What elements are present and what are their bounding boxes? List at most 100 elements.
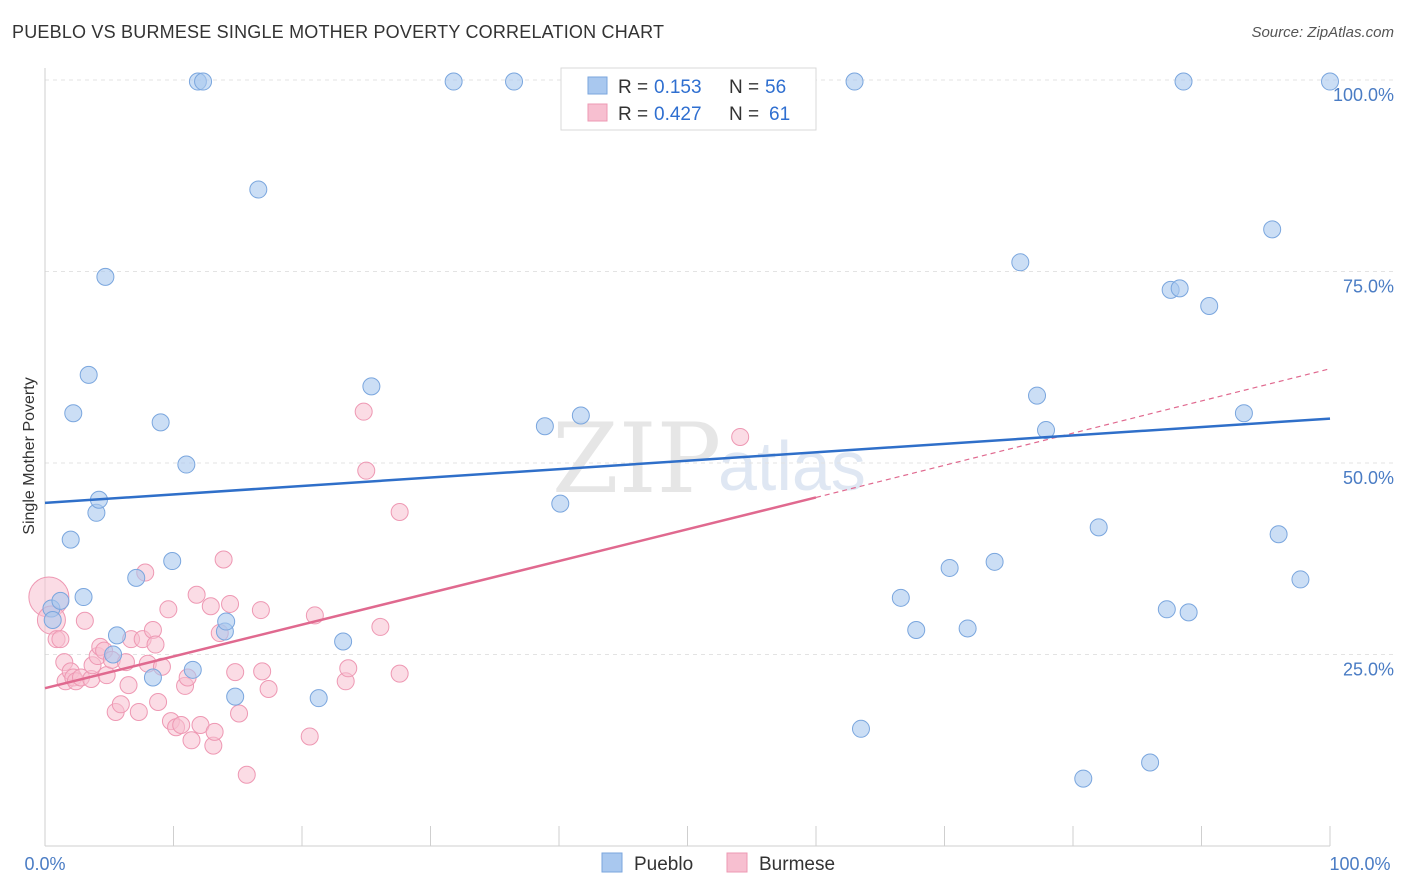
pueblo-point [1089, 518, 1108, 537]
burmese-point [230, 704, 249, 723]
burmese-point [75, 611, 94, 630]
pueblo-point [551, 494, 570, 513]
pueblo-bottom-swatch [601, 852, 623, 873]
pueblo-point [183, 660, 202, 679]
burmese-point [51, 630, 70, 649]
burmese-r-value: 0.427 [654, 104, 702, 125]
chart-title: PUEBLO VS BURMESE SINGLE MOTHER POVERTY … [12, 22, 665, 42]
stats-legend: R = 0.153 N = 56 R = 0.427 N = 61 [560, 67, 817, 131]
y-tick-label-50: 50.0% [1343, 468, 1394, 488]
pueblo-point [940, 558, 959, 577]
pueblo-legend-swatch [587, 76, 608, 95]
x-tick-label-left: 0.0% [24, 854, 65, 874]
y-axis-tick-labels: 25.0% 50.0% 75.0% 100.0% [1333, 85, 1394, 680]
burmese-point [339, 659, 358, 678]
burmese-point [187, 585, 206, 604]
pueblo-point [163, 552, 182, 571]
pueblo-point [1234, 404, 1253, 423]
burmese-point [390, 503, 409, 522]
burmese-point [182, 731, 201, 750]
burmese-point [731, 427, 750, 446]
pueblo-trend-line [44, 417, 1331, 505]
pueblo-point [1200, 296, 1219, 315]
pueblo-point [64, 404, 83, 423]
pueblo-point [891, 588, 910, 607]
pueblo-point [249, 180, 268, 199]
burmese-point [119, 676, 138, 695]
pueblo-point [51, 591, 70, 610]
burmese-point [357, 461, 376, 480]
source-label: Source: ZipAtlas.com [1251, 24, 1394, 41]
y-tick-label-75: 75.0% [1343, 277, 1394, 297]
burmese-point [149, 692, 168, 711]
pueblo-point [571, 406, 590, 425]
pueblo-point [1074, 769, 1093, 788]
pueblo-point [1170, 279, 1189, 298]
pueblo-point [151, 413, 170, 432]
pueblo-series [42, 72, 1339, 788]
burmese-point [201, 597, 220, 616]
pueblo-point [107, 626, 126, 645]
x-axis-ticks [44, 826, 1331, 846]
pueblo-point [1028, 386, 1047, 405]
pueblo-point [309, 689, 328, 708]
burmese-point [172, 715, 191, 734]
pueblo-point [845, 72, 864, 91]
y-tick-label-100: 100.0% [1333, 85, 1394, 105]
pueblo-point [177, 455, 196, 474]
pueblo-point [958, 619, 977, 638]
pueblo-point [1011, 253, 1030, 272]
burmese-point [300, 727, 319, 746]
pueblo-point [851, 719, 870, 738]
pueblo-point [1263, 220, 1282, 239]
burmese-n-label: N = [729, 104, 759, 125]
burmese-point [159, 600, 178, 619]
pueblo-r-value: 0.153 [654, 77, 702, 98]
burmese-n-value: 61 [769, 104, 790, 125]
burmese-point [371, 617, 390, 636]
burmese-point [354, 402, 373, 421]
pueblo-point [96, 267, 115, 286]
trend-lines [44, 368, 1331, 690]
pueblo-point [505, 72, 524, 91]
pueblo-n-label: N = [729, 77, 759, 98]
series-legend: Pueblo Burmese [601, 852, 835, 875]
pueblo-point [1179, 603, 1198, 622]
pueblo-point [1141, 753, 1160, 772]
pueblo-point [444, 72, 463, 91]
pueblo-point [1157, 600, 1176, 619]
burmese-point [259, 679, 278, 698]
burmese-trend-line [44, 496, 817, 690]
burmese-point [253, 662, 272, 681]
burmese-point [146, 635, 165, 654]
burmese-point [226, 663, 245, 682]
pueblo-point [104, 645, 123, 664]
pueblo-point [43, 611, 62, 630]
pueblo-point [1321, 72, 1339, 91]
burmese-r-label: R = [618, 104, 648, 125]
pueblo-bottom-label: Pueblo [634, 854, 693, 875]
burmese-point [129, 702, 148, 721]
burmese-legend-swatch [587, 103, 608, 122]
burmese-point [111, 695, 130, 714]
pueblo-point [143, 668, 162, 687]
pueblo-point [217, 612, 236, 631]
pueblo-point [1037, 421, 1056, 440]
y-axis-label: Single Mother Poverty [21, 377, 38, 534]
burmese-point [214, 550, 233, 569]
pueblo-point [61, 530, 80, 549]
burmese-point [390, 664, 409, 683]
burmese-bottom-label: Burmese [759, 854, 835, 875]
pueblo-point [127, 568, 146, 587]
pueblo-point [334, 632, 353, 651]
burmese-point [205, 722, 224, 741]
burmese-trend-extension [815, 368, 1331, 499]
pueblo-point [1174, 72, 1193, 91]
pueblo-point [226, 687, 245, 706]
burmese-bottom-swatch [726, 852, 748, 873]
pueblo-point [907, 620, 926, 639]
burmese-point [251, 601, 270, 620]
x-tick-label-right: 100.0% [1329, 854, 1390, 874]
gridlines [45, 79, 1394, 655]
pueblo-point [1269, 525, 1288, 544]
